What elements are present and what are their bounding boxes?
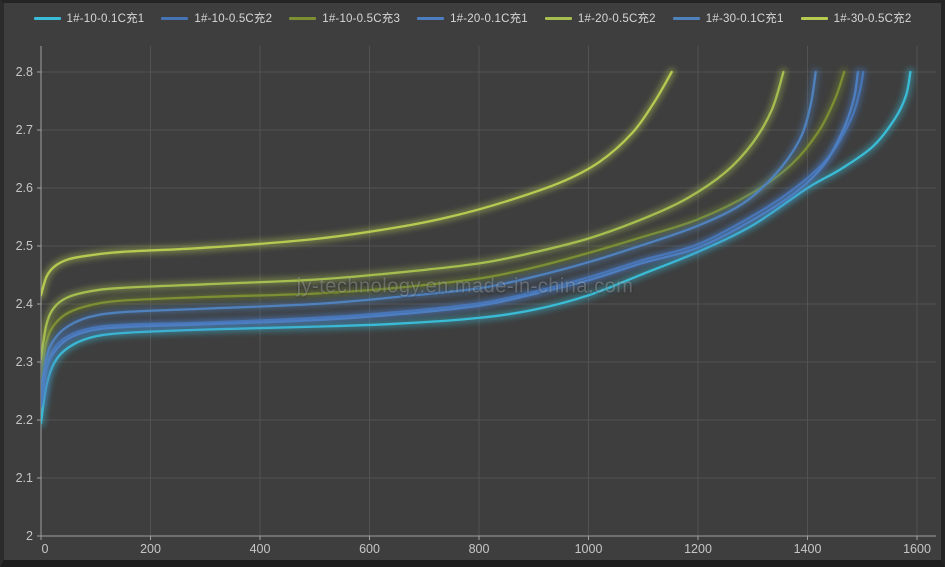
legend-label: 1#-10-0.5C充3 — [322, 13, 401, 25]
legend-line-swatch — [289, 16, 317, 20]
legend-item-7: 1#-30-0.5C充2 — [800, 10, 912, 26]
legend-item-1: 1#-10-0.1C充1 — [33, 10, 145, 26]
legend-item-3: 1#-10-0.5C充3 — [289, 10, 400, 26]
tick-labels: 2 2.1 2.2 2.3 2.4 2.5 2.6 2.7 2.8 0 200 400 600 800 10… — [16, 65, 931, 556]
x-tick-label: 1200 — [684, 542, 712, 556]
legend-line-swatch — [800, 16, 828, 20]
series-line-5 — [41, 70, 785, 361]
series-line-4 — [41, 70, 860, 407]
legend-line-swatch — [417, 16, 445, 20]
y-tick-label: 2.8 — [16, 65, 33, 79]
gridlines — [41, 46, 936, 536]
legend-line-swatch — [544, 16, 572, 20]
legend-label: 1#-10-0.1C充1 — [66, 13, 145, 25]
legend-item-2: 1#-10-0.5C充2 — [161, 10, 272, 26]
legend-label: 1#-30-0.5C充2 — [833, 13, 912, 25]
x-tick-label: 200 — [140, 542, 161, 556]
x-tick-label: 1400 — [794, 542, 822, 556]
y-tick-label: 2.5 — [16, 239, 33, 253]
legend-label: 1#-20-0.5C充2 — [577, 13, 656, 25]
legend-label: 1#-20-0.1C充1 — [450, 13, 528, 25]
series-curves — [41, 68, 915, 427]
legend-label: 1#-10-0.5C充2 — [194, 13, 273, 25]
legend-line-swatch — [672, 16, 700, 20]
series-line-3 — [41, 70, 846, 378]
series-glow-6 — [41, 68, 820, 398]
series-line-6 — [41, 70, 817, 396]
y-tick-label: 2.2 — [16, 413, 33, 427]
y-tick-label: 2.4 — [16, 297, 33, 311]
axes — [37, 46, 936, 540]
y-tick-label: 2.1 — [16, 471, 33, 485]
y-tick-label: 2.7 — [16, 123, 33, 137]
x-tick-label: 1600 — [903, 542, 931, 556]
x-tick-label: 600 — [359, 542, 380, 556]
x-tick-label: 1000 — [575, 542, 603, 556]
series-line-7 — [41, 70, 673, 297]
y-tick-label: 2.6 — [16, 181, 33, 195]
x-tick-label: 800 — [469, 542, 490, 556]
legend-label: 1#-30-0.1C充1 — [705, 13, 784, 25]
legend-line-swatch — [161, 16, 189, 20]
x-tick-label: 0 — [42, 542, 49, 556]
y-tick-label: 2 — [26, 529, 33, 543]
x-tick-label: 400 — [250, 542, 271, 556]
series-line-1 — [41, 70, 912, 425]
legend-item-6: 1#-30-0.1C充1 — [672, 10, 784, 26]
y-tick-label: 2.3 — [16, 355, 33, 369]
chart-legend: 1#-10-0.1C充1 1#-10-0.5C充2 1#-10-0.5C充3 1#-2… — [0, 8, 945, 28]
legend-line-swatch — [33, 16, 61, 20]
legend-item-4: 1#-20-0.1C充1 — [417, 10, 528, 26]
legend-item-5: 1#-20-0.5C充2 — [544, 10, 656, 26]
